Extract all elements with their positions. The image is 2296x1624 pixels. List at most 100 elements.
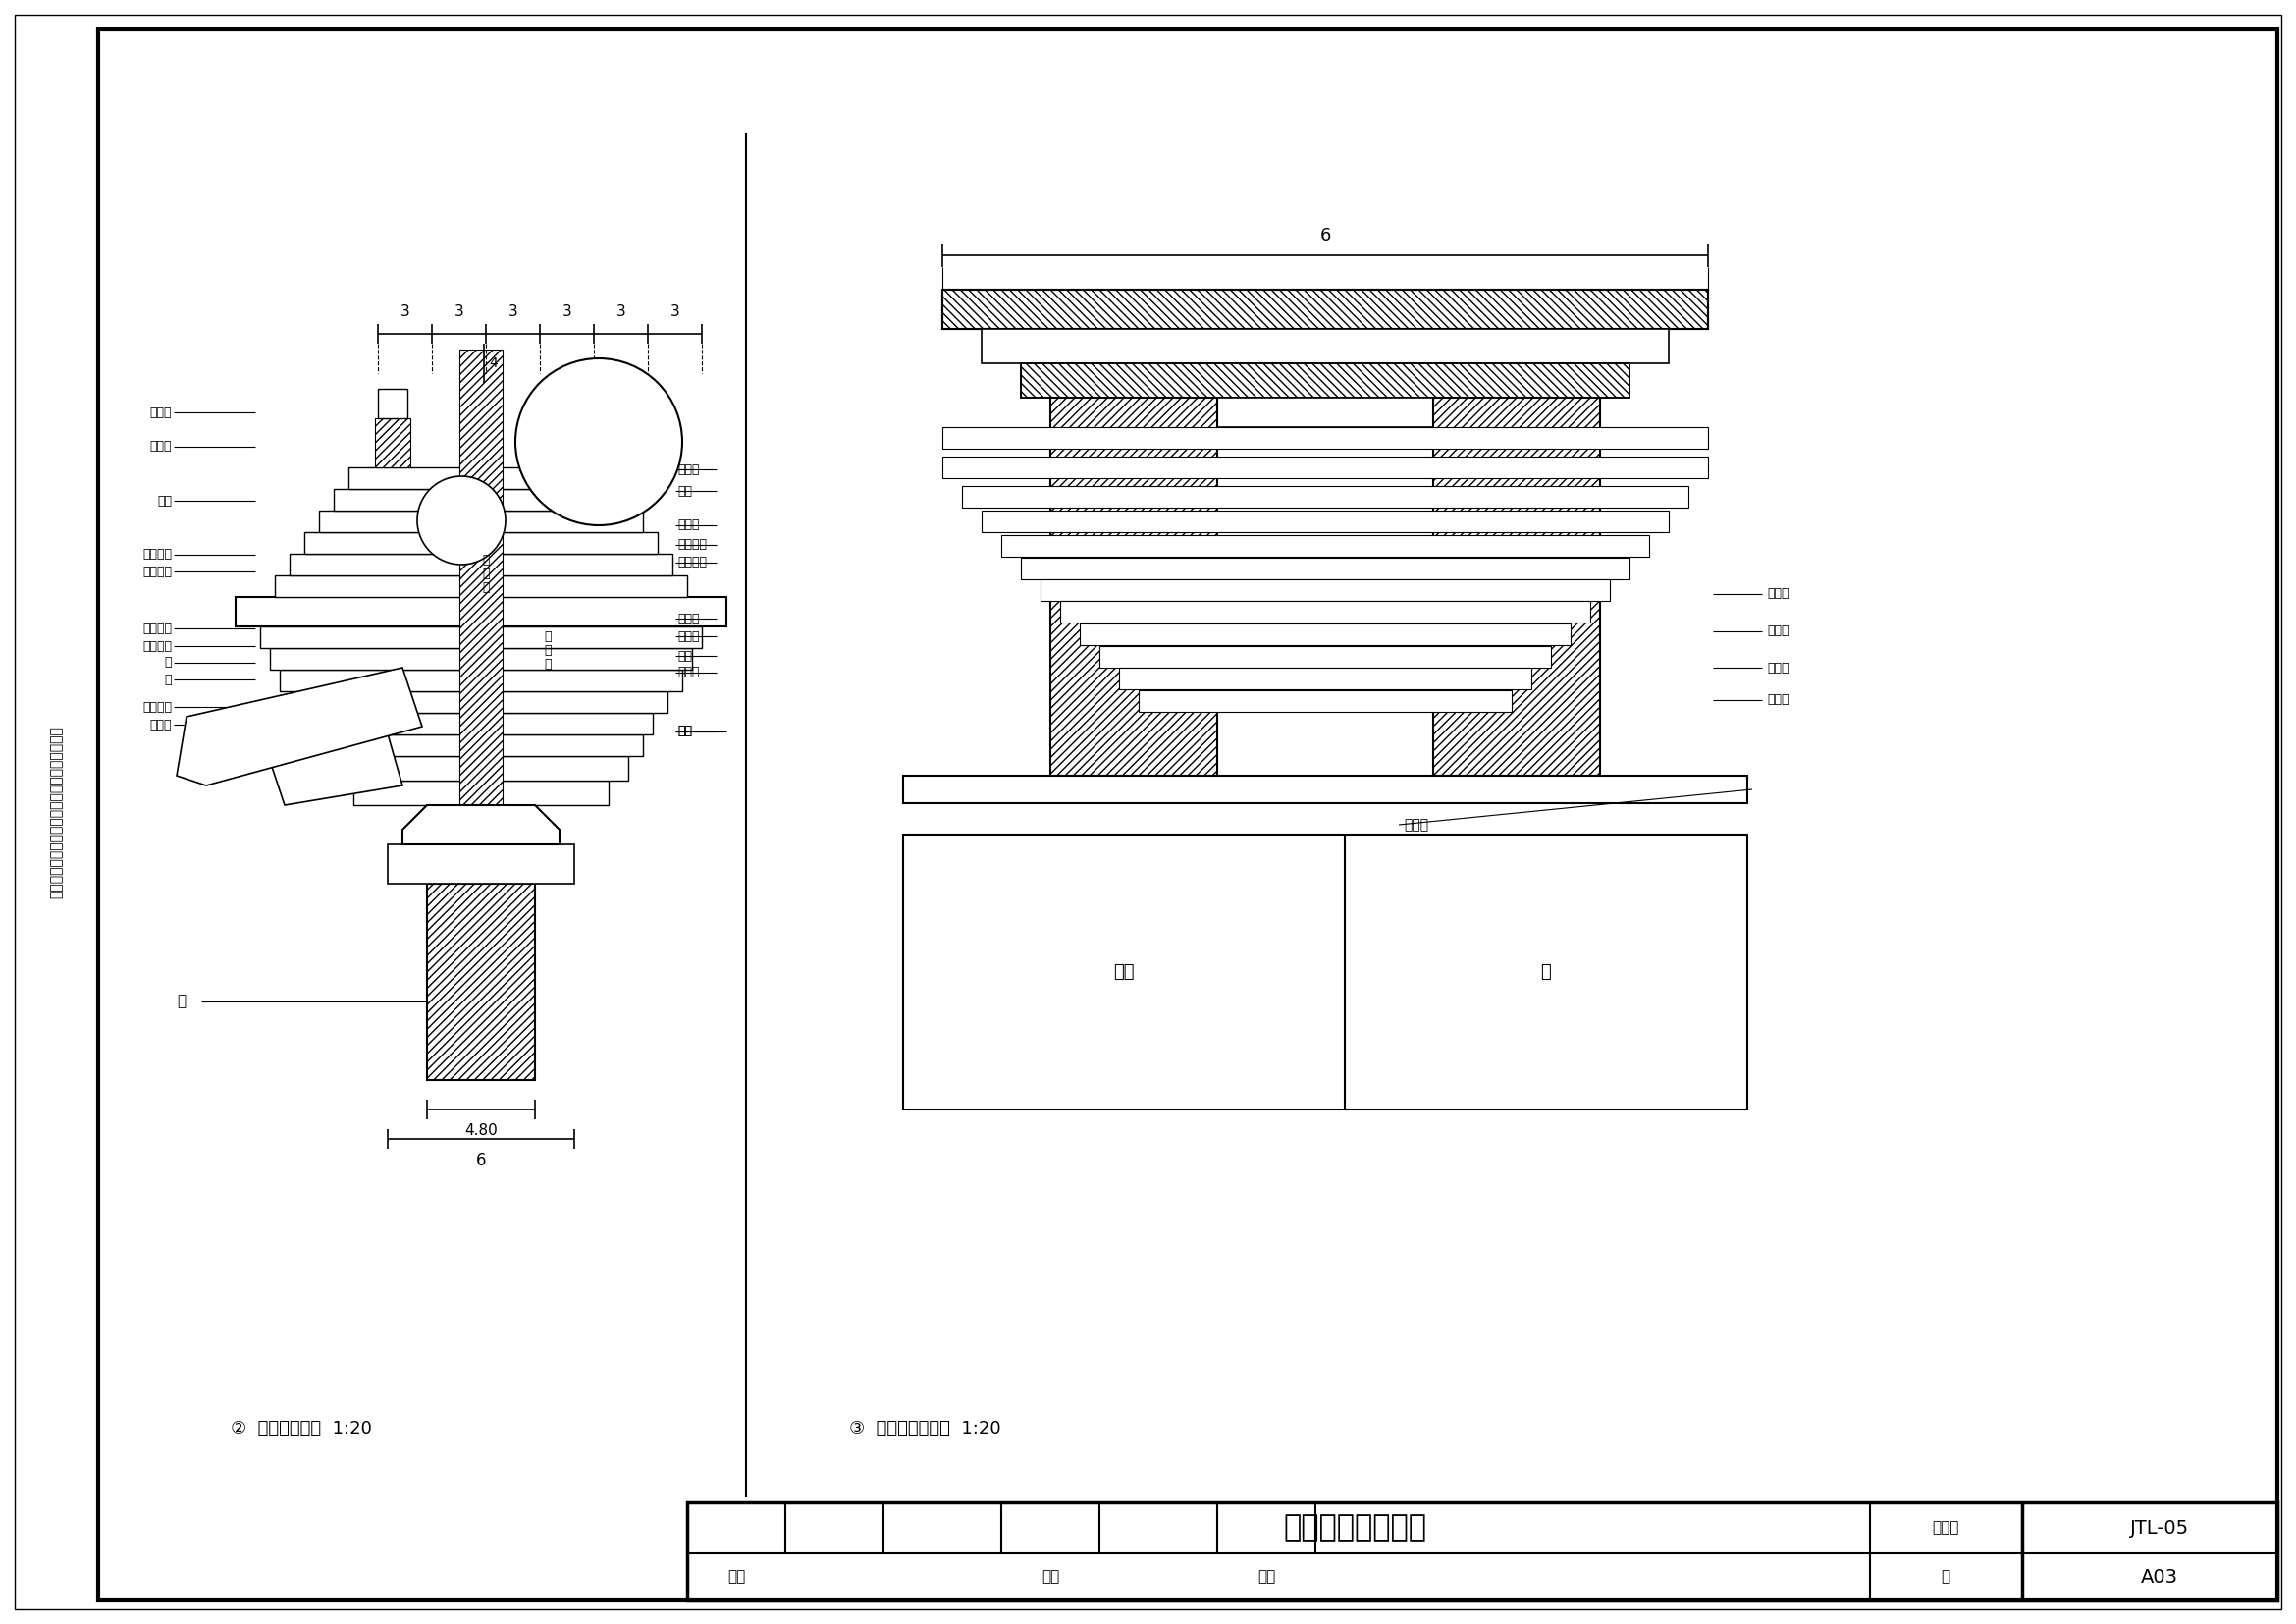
Text: JTL-05: JTL-05 [2131,1518,2188,1536]
Text: 3: 3 [507,305,517,320]
Text: 昂: 昂 [165,656,172,669]
Text: 坐斗: 坐斗 [677,650,691,663]
Bar [556,388,583,419]
Text: 3: 3 [563,305,572,320]
Bar [941,289,1708,330]
Bar [464,419,498,468]
Bar [941,456,1708,477]
Text: 正心拱: 正心拱 [1768,693,1789,706]
Text: 槽升子: 槽升子 [677,612,700,625]
Text: A03: A03 [2140,1567,2179,1587]
Text: 十八斗: 十八斗 [677,630,700,643]
Text: 外拱万拱: 外拱万拱 [142,565,172,578]
Bar [551,419,588,468]
Bar [1433,398,1600,776]
Bar [1061,601,1591,622]
Polygon shape [941,289,1708,330]
Text: 柱: 柱 [1541,963,1552,981]
Bar [271,648,691,669]
Text: 平板姊: 平板姊 [149,718,172,731]
Text: 三: 三 [544,630,551,643]
Text: 挑槽梗: 挑槽梗 [149,440,172,453]
Text: 枋: 枋 [482,581,489,593]
Text: 3: 3 [670,305,680,320]
Text: 6: 6 [475,1151,487,1169]
Text: 襟姊: 襟姊 [677,724,691,737]
Bar [427,883,535,1080]
Text: 外拱瓜拱: 外拱瓜拱 [142,640,172,653]
Bar [259,627,703,648]
Text: ③  柱头斗拱背立面  1:20: ③ 柱头斗拱背立面 1:20 [850,1419,1001,1437]
Polygon shape [402,806,560,844]
Text: 升: 升 [544,658,551,671]
Circle shape [514,359,682,525]
Bar [1049,398,1217,776]
Bar [280,669,682,692]
Polygon shape [1433,398,1600,776]
Text: 校对: 校对 [1042,1569,1058,1585]
Text: 图集号: 图集号 [1933,1520,1958,1535]
Text: 正心万拱: 正心万拱 [142,622,172,635]
Bar [1022,557,1630,580]
Bar [388,844,574,883]
Text: 心: 心 [482,567,489,580]
Bar [349,468,613,489]
Text: 襻桥: 襻桥 [1114,963,1134,981]
Bar [902,835,1747,1109]
Text: 才: 才 [544,643,551,656]
Bar [902,776,1747,804]
Bar [305,533,657,554]
Text: 3: 3 [400,305,409,320]
Text: ②  柱头斗拱侧面  1:20: ② 柱头斗拱侧面 1:20 [230,1419,372,1437]
Polygon shape [177,667,422,786]
Bar [1022,364,1630,398]
Text: 襻桥: 襻桥 [677,724,691,737]
Bar [310,713,652,734]
Text: 井口拱: 井口拱 [677,463,700,476]
Text: 井口拱: 井口拱 [1768,625,1789,638]
Text: 垒拱板: 垒拱板 [677,666,700,679]
Bar [374,419,411,468]
Bar [333,757,629,781]
Bar [1100,646,1552,667]
Polygon shape [264,716,402,806]
Text: 审核: 审核 [728,1569,746,1585]
Polygon shape [1049,398,1217,776]
Bar [333,489,629,510]
Text: 橑拱: 橑拱 [677,484,691,497]
Text: 4.80: 4.80 [464,1124,498,1138]
Text: 正心瓜拱: 正心瓜拱 [142,700,172,713]
Bar [1061,398,1591,427]
Text: 柱: 柱 [177,994,186,1009]
Bar [236,598,726,627]
Bar [962,486,1688,508]
Circle shape [418,476,505,565]
Text: 平板枋: 平板枋 [1403,818,1428,831]
Text: 6: 6 [1320,227,1332,245]
Text: 3: 3 [455,305,464,320]
Bar [294,692,668,713]
Bar [983,330,1669,364]
Text: 页: 页 [1940,1569,1949,1585]
Bar [319,510,643,533]
Bar [289,554,673,575]
Text: 正心梗: 正心梗 [1768,588,1789,601]
Text: 4: 4 [489,356,498,370]
Text: 桃尖棁: 桃尖棁 [677,520,700,531]
Text: 正: 正 [482,554,489,567]
Text: 柱头科斗拱（二）: 柱头科斗拱（二） [1283,1514,1426,1543]
Text: 里跳万拱: 里跳万拱 [677,539,707,551]
Bar [459,349,503,806]
Bar [1040,580,1609,601]
Text: 设计: 设计 [1258,1569,1274,1585]
Bar [687,1502,2278,1600]
Bar [1118,667,1531,689]
Text: 外拱庙拱: 外拱庙拱 [142,549,172,562]
Bar [379,388,406,419]
Bar [941,427,1708,448]
Bar [1001,536,1649,557]
Text: 3: 3 [615,305,625,320]
Text: 里跳庙拱: 里跳庙拱 [677,557,707,568]
Text: 主编部门：金商集团设计研究总院技术管理中心: 主编部门：金商集团设计研究总院技术管理中心 [48,726,62,898]
Text: 翘: 翘 [165,672,172,685]
